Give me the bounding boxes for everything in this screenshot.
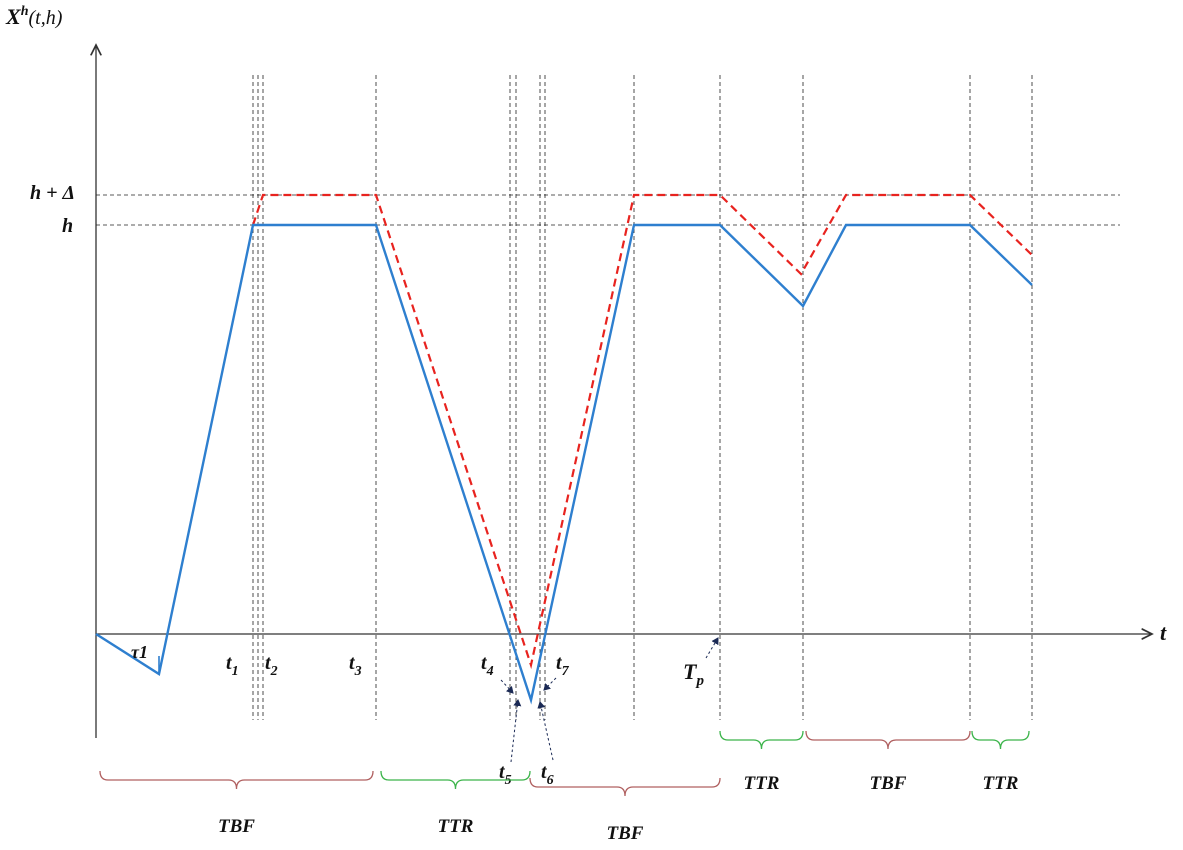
t7-label: t7 — [556, 652, 570, 679]
t3-label: t3 — [349, 652, 362, 679]
brace-tbf-3 — [529, 777, 721, 797]
t4-pointer — [500, 679, 514, 694]
y-axis-label: Xh(t,h) — [5, 4, 63, 29]
interval-label-tbf-1: TBF — [218, 816, 255, 837]
h-plus-delta-label: h + Δ — [30, 182, 75, 204]
interval-label-ttr-4: TTR — [744, 773, 780, 794]
t2-label: t2 — [265, 652, 278, 679]
t5-label: t5 — [499, 761, 512, 788]
brace-tbf-1 — [99, 770, 374, 790]
t4-label: t4 — [481, 652, 494, 679]
pointer-arrows — [500, 637, 719, 763]
interval-label-ttr-6: TTR — [983, 773, 1019, 794]
t7-pointer — [543, 677, 557, 691]
threshold-curve — [251, 193, 1033, 670]
brace-ttr-6 — [971, 730, 1030, 750]
t1-label: t1 — [226, 652, 239, 679]
inventory-curve — [95, 223, 1033, 705]
interval-label-tbf-5: TBF — [870, 773, 907, 794]
t5-pointer — [510, 699, 522, 763]
t6-pointer — [537, 701, 554, 761]
brace-ttr-2 — [380, 770, 531, 790]
x-axis-label: t — [1160, 620, 1167, 645]
interval-label-ttr-2: TTR — [438, 816, 474, 837]
brace-ttr-4 — [719, 730, 804, 750]
tp-pointer — [705, 637, 719, 659]
interval-label-tbf-3: TBF — [607, 823, 644, 844]
interval-braces: TBF TTR TBF TTR TBF TTR — [99, 730, 1030, 844]
tau1-label: τ1 — [131, 642, 148, 662]
tp-label: Tp — [683, 659, 704, 689]
time-guides — [252, 75, 1033, 720]
t6-label: t6 — [541, 761, 554, 788]
h-label: h — [62, 215, 73, 237]
brace-tbf-5 — [805, 730, 971, 750]
